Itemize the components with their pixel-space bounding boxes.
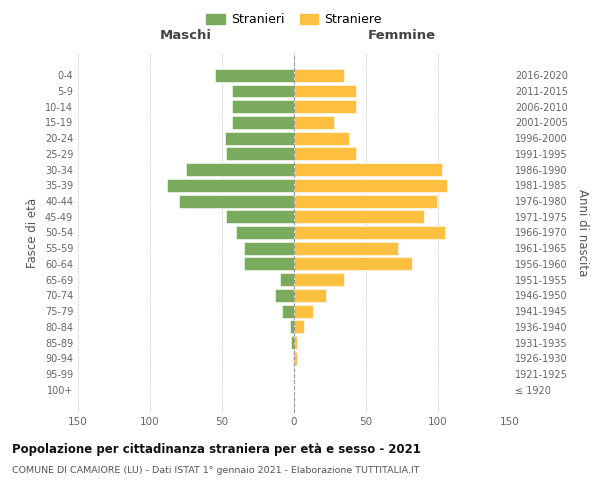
Y-axis label: Anni di nascita: Anni di nascita <box>576 189 589 276</box>
Bar <box>244 258 294 270</box>
Bar <box>294 258 412 270</box>
Legend: Stranieri, Straniere: Stranieri, Straniere <box>201 8 387 32</box>
Bar <box>294 210 424 223</box>
Bar <box>294 132 349 144</box>
Bar <box>226 148 294 160</box>
Bar <box>294 100 356 113</box>
Bar <box>294 163 442 176</box>
Bar <box>294 84 356 98</box>
Bar <box>294 320 304 334</box>
Text: Femmine: Femmine <box>368 28 436 42</box>
Bar <box>294 148 356 160</box>
Bar <box>290 320 294 334</box>
Bar <box>283 304 294 318</box>
Bar <box>215 69 294 82</box>
Bar <box>294 116 334 129</box>
Bar <box>293 352 294 364</box>
Bar <box>232 116 294 129</box>
Bar <box>186 163 294 176</box>
Bar <box>225 132 294 144</box>
Bar <box>167 179 294 192</box>
Bar <box>294 226 445 239</box>
Bar <box>294 336 297 349</box>
Bar <box>280 273 294 286</box>
Bar <box>275 289 294 302</box>
Bar <box>291 336 294 349</box>
Bar <box>294 289 326 302</box>
Bar <box>244 242 294 254</box>
Bar <box>294 242 398 254</box>
Text: COMUNE DI CAMAIORE (LU) - Dati ISTAT 1° gennaio 2021 - Elaborazione TUTTITALIA.I: COMUNE DI CAMAIORE (LU) - Dati ISTAT 1° … <box>12 466 419 475</box>
Bar <box>294 69 344 82</box>
Bar <box>294 273 344 286</box>
Bar <box>236 226 294 239</box>
Bar <box>232 84 294 98</box>
Bar <box>294 194 437 207</box>
Bar <box>226 210 294 223</box>
Y-axis label: Fasce di età: Fasce di età <box>26 198 39 268</box>
Text: Popolazione per cittadinanza straniera per età e sesso - 2021: Popolazione per cittadinanza straniera p… <box>12 442 421 456</box>
Bar <box>294 304 313 318</box>
Bar <box>232 100 294 113</box>
Text: Maschi: Maschi <box>160 28 212 42</box>
Bar <box>294 179 446 192</box>
Bar <box>179 194 294 207</box>
Bar <box>294 352 297 364</box>
